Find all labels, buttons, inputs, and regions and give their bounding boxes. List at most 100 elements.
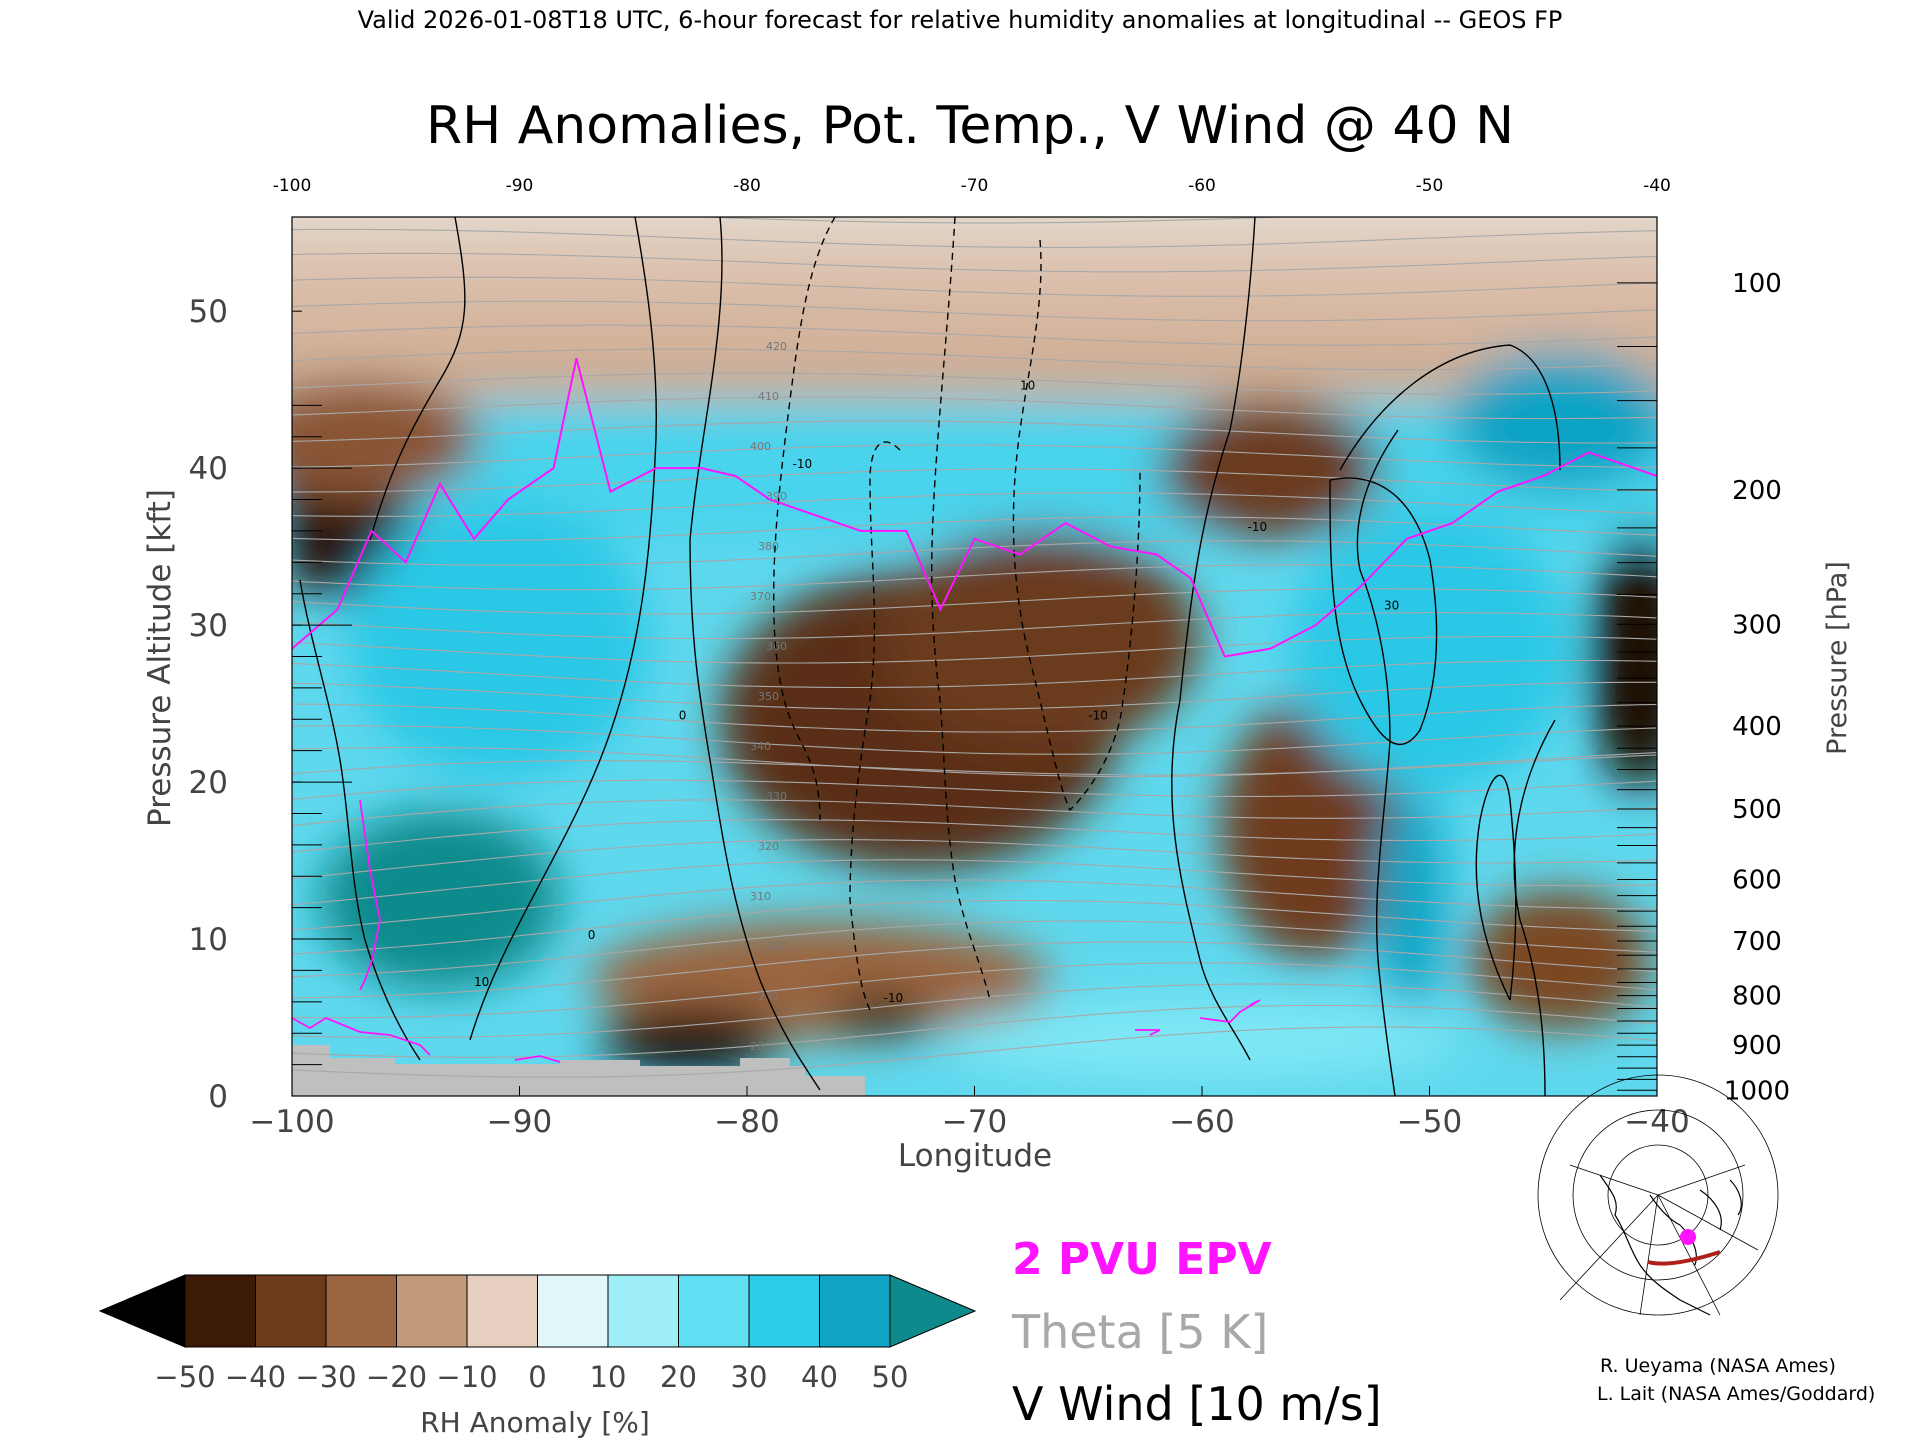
graticule-meridian [1657, 1194, 1759, 1251]
rh-moist-region-west-low [320, 810, 560, 990]
graticule-circle [1607, 1144, 1709, 1246]
theta-isentrope [292, 779, 1657, 800]
colorbar-tick-label: 30 [731, 1360, 768, 1394]
theta-isentrope [292, 941, 1657, 999]
epv-fragment [1199, 999, 1261, 1023]
y-axis-right: 100 200 300 400 500 600 700 800 900 1000 [1724, 269, 1790, 1106]
y-axis-label-right: Pressure [hPa] [1822, 561, 1853, 755]
altitude-tick-marks [292, 404, 352, 1066]
colorbar-tick-label: −10 [436, 1360, 497, 1394]
v-wind-contour [1513, 719, 1556, 1096]
pressure-tick-label: 900 [1732, 1031, 1782, 1061]
colorbar-label: RH Anomaly [%] [420, 1406, 650, 1439]
y-tick-label: 30 [189, 608, 228, 644]
epv-fragment [514, 1055, 561, 1063]
locator-map [1537, 1074, 1779, 1316]
pressure-tick-label: 500 [1732, 795, 1782, 825]
theta-isentrope [292, 372, 1657, 395]
top-x-tick-label: -80 [733, 176, 761, 196]
theta-isentrope [292, 754, 1657, 776]
rh-moist-region-lower [940, 1000, 1460, 1080]
theta-label: 320 [758, 840, 779, 853]
v-wind-contour-label: 0 [679, 708, 687, 722]
credit-line-1: R. Ueyama (NASA Ames) [1600, 1355, 1836, 1377]
v-wind-contour-label: -10 [1088, 708, 1108, 722]
theta-isentrope [292, 879, 1657, 931]
theta-label: 370 [750, 590, 771, 603]
colorbar-max-arrow [889, 1274, 977, 1348]
theta-label: 290 [758, 990, 779, 1003]
v-wind-contour [1171, 217, 1256, 1061]
x-tick-label: −40 [1624, 1104, 1689, 1140]
graticule-meridian [1559, 1194, 1659, 1301]
y-axis-label-left: Pressure Altitude [kft] [142, 489, 178, 827]
theta-isentrope [292, 799, 1657, 827]
x-tick-label: −80 [714, 1104, 779, 1140]
epv-low-level-fragments [292, 799, 1261, 1063]
theta-isentrope [292, 746, 1657, 778]
rh-dry-region-low-black [600, 1010, 780, 1070]
colorbar-bin [325, 1274, 397, 1348]
theta-isentropes: 2802903003103203303403503603703803904004… [292, 158, 1657, 1078]
rh-dry-region-far-east [1590, 530, 1657, 790]
graticule-meridian [1569, 1164, 1659, 1196]
y-tick-label: 0 [208, 1079, 228, 1115]
top-x-tick-label: -100 [273, 176, 312, 196]
theta-isentrope [292, 444, 1657, 468]
theta-isentrope [292, 276, 1657, 297]
credit-line-2: L. Lait (NASA Ames/Goddard) [1597, 1383, 1875, 1405]
rh-moist-region-west [350, 500, 650, 780]
v-wind-contour [1475, 774, 1517, 1001]
location-marker [1680, 1229, 1696, 1245]
terrain-mask [292, 1045, 865, 1096]
theta-isentrope [292, 1026, 1657, 1078]
colorbar-tick-labels: −50 −40 −30 −20 −10 0 10 20 30 40 50 [154, 1360, 908, 1394]
pressure-tick-label: 200 [1732, 476, 1782, 506]
theta-isentrope [292, 1004, 1657, 1058]
chart-title: RH Anomalies, Pot. Temp., V Wind @ 40 N [426, 96, 1514, 156]
colorbar-bin [396, 1274, 468, 1348]
y-axis-left: 0 10 20 30 40 50 [189, 294, 302, 1115]
colorbar-tick-label: −40 [225, 1360, 286, 1394]
theta-label: 340 [750, 740, 771, 753]
theta-isentrope [292, 540, 1657, 566]
theta-label: 360 [766, 640, 787, 653]
theta-isentrope [292, 228, 1657, 248]
colorbar-bin [184, 1274, 256, 1348]
valid-time-header: Valid 2026-01-08T18 UTC, 6-hour forecast… [358, 6, 1563, 34]
colorbar-bin [678, 1274, 750, 1348]
v-wind-contour-label: 30 [1384, 598, 1399, 612]
theta-isentrope [689, 217, 1293, 224]
theta-isentrope [292, 588, 1657, 615]
rh-dry-region-low-black-2 [830, 997, 930, 1033]
x-tick-label: −90 [487, 1104, 552, 1140]
theta-label: 310 [750, 890, 771, 903]
colorbar-tick-label: −50 [154, 1360, 215, 1394]
v-wind-contour [299, 579, 421, 1061]
theta-label: 300 [766, 940, 787, 953]
colorbar-tick-label: −20 [366, 1360, 427, 1394]
v-wind-contour [689, 217, 821, 1091]
top-x-tick-label: -90 [506, 176, 534, 196]
x-axis-bottom: −100 −90 −80 −70 −60 −50 −40 [249, 1086, 1690, 1140]
theta-label: 420 [766, 340, 787, 353]
theta-isentrope [292, 859, 1657, 906]
pressure-tick-label: 300 [1732, 610, 1782, 640]
colorbar [98, 1274, 977, 1348]
theta-isentrope [292, 158, 1657, 174]
v-wind-contour-dashed [931, 217, 991, 1001]
theta-label: 380 [758, 540, 779, 553]
theta-isentrope [292, 612, 1657, 640]
top-x-tick-label: -70 [961, 176, 989, 196]
epv-fragment [1135, 1029, 1161, 1036]
plot-area: 2802903003103203303403503603703803904004… [292, 158, 1657, 1096]
theta-isentrope [292, 492, 1657, 517]
theta-isentrope [292, 516, 1657, 542]
epv-fragment [359, 799, 381, 991]
pressure-tick-label: 400 [1732, 712, 1782, 742]
theta-label: 410 [758, 390, 779, 403]
v-wind-contour-label: 10 [474, 975, 489, 989]
x-tick-label: −60 [1169, 1104, 1234, 1140]
theta-isentrope [292, 819, 1657, 853]
